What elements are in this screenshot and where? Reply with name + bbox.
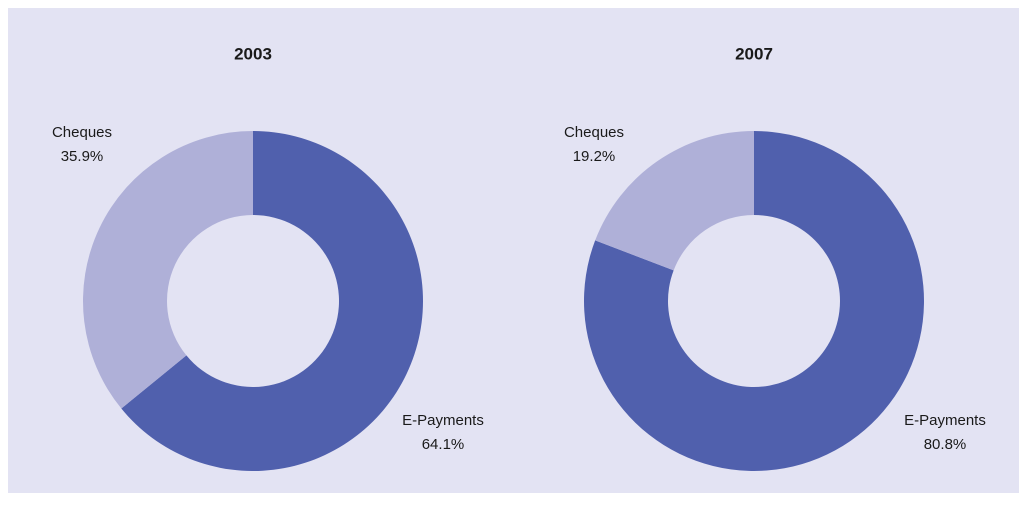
donut-segment [595, 131, 754, 271]
segment-label: Cheques [564, 124, 624, 141]
donut-segment [121, 131, 424, 471]
segment-label: E-Payments [402, 412, 484, 429]
chart-title: 2003 [234, 44, 272, 63]
donut-segment [83, 131, 254, 409]
chart-title: 2007 [735, 44, 773, 63]
donut-segment [584, 131, 924, 472]
segment-value-label: 35.9% [61, 148, 104, 165]
segment-value-label: 19.2% [573, 148, 616, 165]
segment-label: Cheques [52, 124, 112, 141]
segment-label: E-Payments [904, 412, 986, 429]
segment-value-label: 64.1% [422, 436, 465, 453]
segment-value-label: 80.8% [924, 436, 967, 453]
